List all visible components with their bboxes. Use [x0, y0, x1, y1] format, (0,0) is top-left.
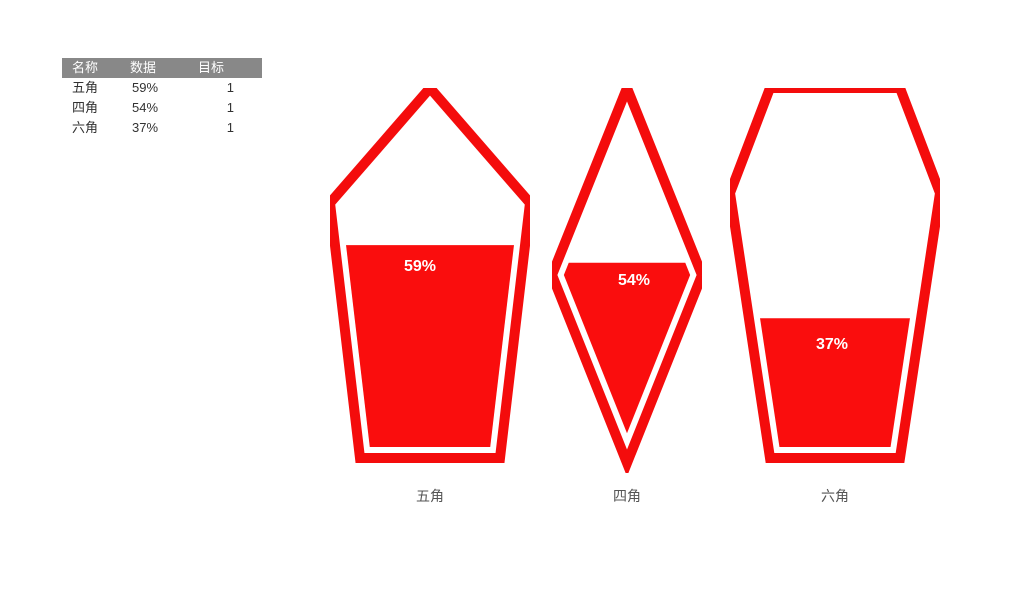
pct-label: 37% [802, 336, 862, 354]
col-header-data: 数据 [124, 58, 192, 78]
shape-diamond: 54%四角 [552, 88, 702, 473]
shape-svg [330, 88, 530, 468]
table-row: 六角 37% 1 [62, 118, 262, 138]
cell-name: 五角 [62, 78, 124, 98]
cell-data: 54% [124, 98, 192, 118]
pct-label: 54% [604, 272, 664, 290]
cell-target: 1 [192, 118, 262, 138]
shape-svg [730, 88, 940, 468]
cell-data: 37% [124, 118, 192, 138]
category-label: 四角 [552, 486, 702, 506]
category-label: 五角 [330, 486, 530, 506]
cell-target: 1 [192, 98, 262, 118]
pct-label: 59% [390, 258, 450, 276]
table-row: 四角 54% 1 [62, 98, 262, 118]
table-row: 五角 59% 1 [62, 78, 262, 98]
col-header-name: 名称 [62, 58, 124, 78]
cell-name: 六角 [62, 118, 124, 138]
shape-hexagon: 37%六角 [730, 88, 940, 468]
col-header-target: 目标 [192, 58, 262, 78]
cell-name: 四角 [62, 98, 124, 118]
cell-data: 59% [124, 78, 192, 98]
shape-pentagon: 59%五角 [330, 88, 530, 468]
table-header-row: 名称 数据 目标 [62, 58, 262, 78]
infographic-chart: 59%五角54%四角37%六角 [330, 88, 970, 528]
cell-target: 1 [192, 78, 262, 98]
category-label: 六角 [730, 486, 940, 506]
data-table: 名称 数据 目标 五角 59% 1 四角 54% 1 六角 37% 1 [62, 58, 262, 138]
